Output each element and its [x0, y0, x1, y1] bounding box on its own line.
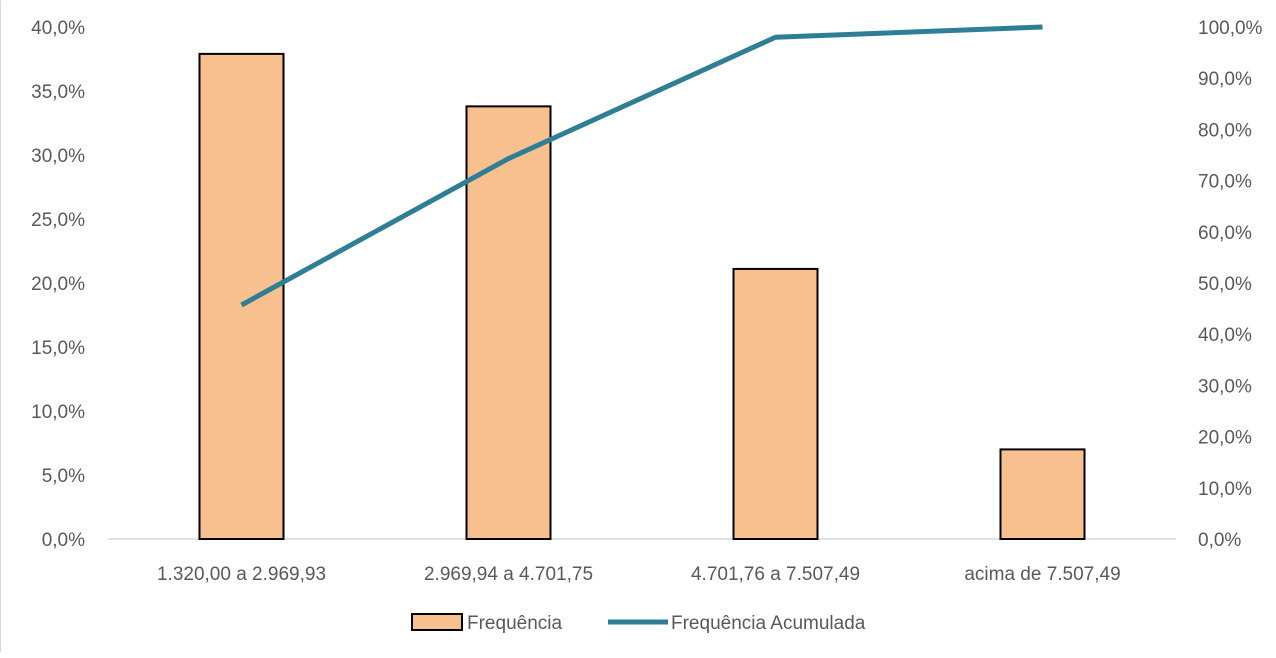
chart-area: 0,0%5,0%10,0%15,0%20,0%25,0%30,0%35,0%40… [0, 0, 1276, 653]
chart-border [0, 0, 1275, 652]
